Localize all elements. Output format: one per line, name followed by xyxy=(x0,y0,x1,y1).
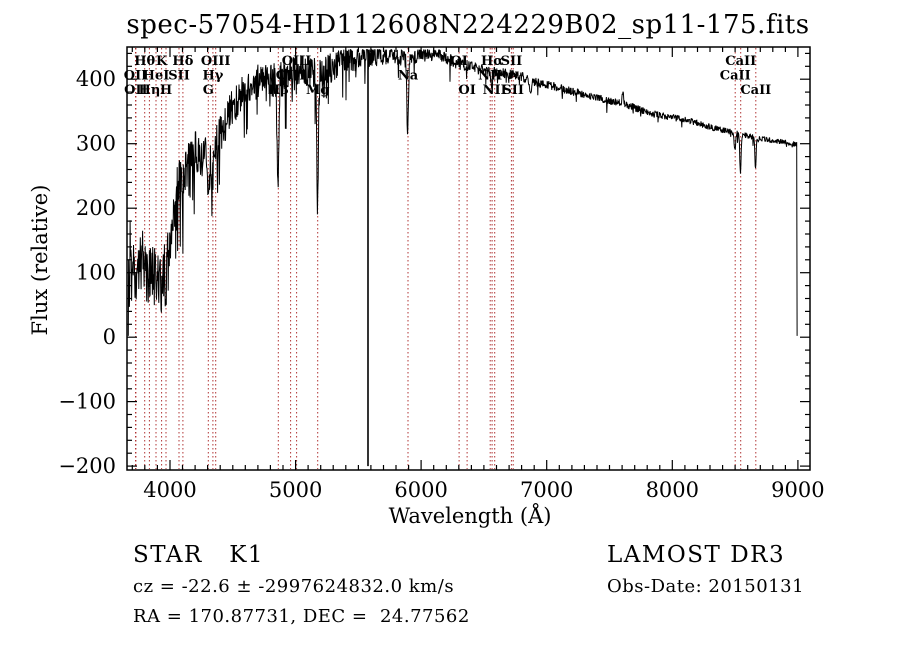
x-axis-label: Wavelength (Å) xyxy=(388,504,552,528)
line-label-OI: OI xyxy=(458,83,475,98)
x-tick-label: 7000 xyxy=(520,478,573,502)
line-label-SII: SII xyxy=(501,54,523,69)
obs-date-text: Obs-Date: 20150131 xyxy=(607,576,805,597)
line-label-SII: SII xyxy=(168,69,190,84)
line-label-OII: OII xyxy=(124,83,148,98)
y-tick-label: −100 xyxy=(58,390,116,414)
line-label-G: G xyxy=(203,83,214,98)
line-label-OIII: OIII xyxy=(282,54,312,69)
line-label-CaII: CaII xyxy=(740,83,771,98)
x-tick-label: 8000 xyxy=(646,478,699,502)
cz-value-text: cz = -22.6 ± -2997624832.0 km/s xyxy=(133,576,455,597)
line-label-CaII: CaII xyxy=(725,54,756,69)
y-tick-label: 200 xyxy=(76,196,116,220)
line-label-H: H xyxy=(160,83,172,98)
line-label-Hγ: Hγ xyxy=(202,69,223,84)
line-label-NII: NII xyxy=(483,83,507,98)
line-label-Hη: Hη xyxy=(139,83,161,98)
y-tick-label: 400 xyxy=(76,67,116,91)
y-tick-label: 0 xyxy=(103,325,116,349)
line-label-K: K xyxy=(156,54,168,69)
y-tick-label: −200 xyxy=(58,454,116,478)
survey-release-label: LAMOST DR3 xyxy=(607,542,786,568)
x-tick-label: 4000 xyxy=(143,478,196,502)
ra-dec-text: RA = 170.87731, DEC = 24.77562 xyxy=(133,606,470,627)
line-label-SII: SII xyxy=(502,83,524,98)
y-tick-label: 300 xyxy=(76,132,116,156)
spectrum-trace xyxy=(127,49,798,336)
line-label-Hα: Hα xyxy=(481,54,503,69)
line-label-OIII: OIII xyxy=(201,54,231,69)
x-tick-label: 6000 xyxy=(394,478,447,502)
y-tick-label: 100 xyxy=(76,261,116,285)
line-label-CaII: CaII xyxy=(720,69,751,84)
plot-title: spec-57054-HD112608N224229B02_sp11-175.f… xyxy=(126,10,810,40)
plot-frame xyxy=(126,46,811,471)
line-label-Na: Na xyxy=(398,69,419,84)
x-tick-label: 5000 xyxy=(269,478,322,502)
object-class-label: STAR K1 xyxy=(133,542,265,568)
y-axis-label: Flux (relative) xyxy=(28,184,52,336)
x-tick-label: 9000 xyxy=(771,478,824,502)
line-label-Hθ: Hθ xyxy=(134,54,155,69)
line-label-Hδ: Hδ xyxy=(172,54,193,69)
line-label-HeI: HeI xyxy=(143,69,170,84)
